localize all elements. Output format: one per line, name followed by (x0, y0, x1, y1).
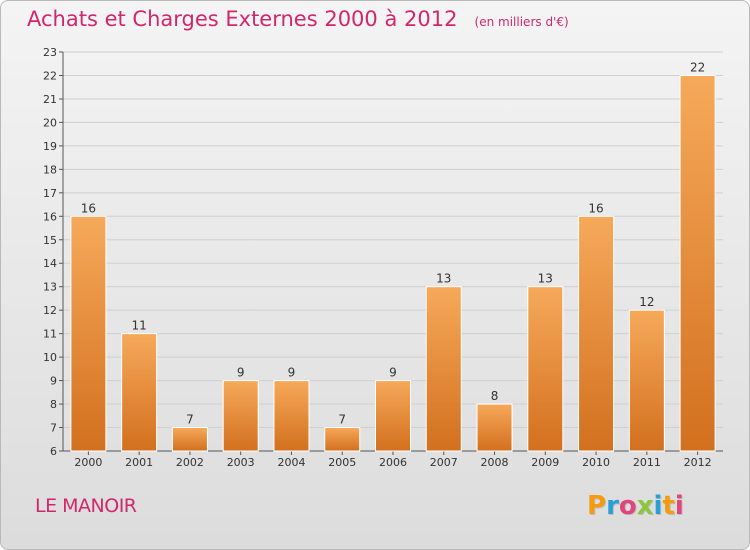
data-label: 7 (186, 413, 194, 427)
x-tick-label: 2004 (277, 456, 305, 469)
y-tick-label: 6 (50, 445, 57, 458)
bar (324, 427, 361, 452)
x-tick-label: 2008 (481, 456, 509, 469)
data-label: 9 (389, 366, 397, 380)
bar (375, 380, 411, 452)
y-tick-label: 14 (43, 257, 57, 270)
data-label: 22 (690, 60, 705, 74)
x-tick-label: 2005 (328, 456, 356, 469)
y-tick-label: 13 (43, 281, 57, 294)
logo-letter: i (653, 491, 663, 521)
x-tick-label: 2001 (125, 456, 153, 469)
y-tick-label: 17 (43, 187, 57, 200)
data-label: 11 (132, 319, 147, 333)
bar (70, 215, 107, 452)
logo-letter: i (674, 491, 684, 521)
bar (527, 286, 564, 452)
logo-letter: x (636, 491, 654, 521)
chart-title: Achats et Charges Externes 2000 à 2012 (27, 7, 458, 31)
bar (222, 380, 259, 452)
x-tick-label: 2000 (74, 456, 102, 469)
x-tick-label: 2011 (633, 456, 661, 469)
data-label: 13 (538, 272, 553, 286)
bar (679, 74, 716, 452)
axes: 6 7 8 9 10 11 12 13 14 15 16 17 18 19 20 21 22 23 2000 2001… (43, 46, 723, 469)
y-tick-label: 10 (43, 351, 57, 364)
y-tick-label: 8 (50, 398, 57, 411)
y-tick-label: 16 (43, 210, 57, 223)
data-label: 9 (237, 366, 245, 380)
bar (273, 380, 310, 452)
y-tick-label: 21 (43, 93, 57, 106)
logo-letter: t (662, 491, 675, 521)
y-tick-label: 19 (43, 140, 57, 153)
data-label: 13 (436, 272, 451, 286)
x-tick-label: 2009 (531, 456, 559, 469)
y-tick-label: 9 (50, 375, 57, 388)
bar (628, 309, 665, 452)
logo-letter: P (587, 491, 607, 521)
data-label: 7 (338, 413, 346, 427)
y-tick-label: 22 (43, 69, 57, 82)
x-tick-label: 2002 (176, 456, 204, 469)
y-tick-label: 18 (43, 163, 57, 176)
chart-header: Achats et Charges Externes 2000 à 2012 (… (27, 7, 569, 31)
bar (476, 403, 513, 452)
bar (578, 215, 615, 452)
data-label: 16 (588, 201, 603, 215)
data-label: 12 (639, 295, 654, 309)
commune-name: LE MANOIR (35, 495, 137, 517)
bar (171, 427, 208, 452)
y-tick-label: 12 (43, 304, 57, 317)
x-tick-label: 2010 (582, 456, 610, 469)
y-tick-label: 20 (43, 116, 57, 129)
bar (121, 333, 158, 452)
x-tick-label: 2007 (430, 456, 458, 469)
bars (70, 74, 716, 452)
data-label: 9 (288, 366, 296, 380)
x-tick-label: 2012 (684, 456, 712, 469)
chart-unit: (en milliers d'€) (474, 15, 569, 29)
proxiti-logo[interactable]: Proxiti (587, 491, 684, 521)
logo-letter: r (606, 491, 619, 521)
data-labels: 16 11 7 9 9 7 9 13 8 13 16 12 22 (81, 60, 706, 426)
y-tick-label: 15 (43, 234, 57, 247)
y-tick-label: 11 (43, 328, 57, 341)
y-tick-label: 7 (50, 422, 57, 435)
bar (425, 286, 462, 452)
y-tick-label: 23 (43, 46, 57, 59)
x-tick-label: 2006 (379, 456, 407, 469)
logo-letter: o (618, 491, 637, 521)
data-label: 16 (81, 201, 96, 215)
data-label: 8 (491, 389, 499, 403)
x-tick-label: 2003 (227, 456, 255, 469)
